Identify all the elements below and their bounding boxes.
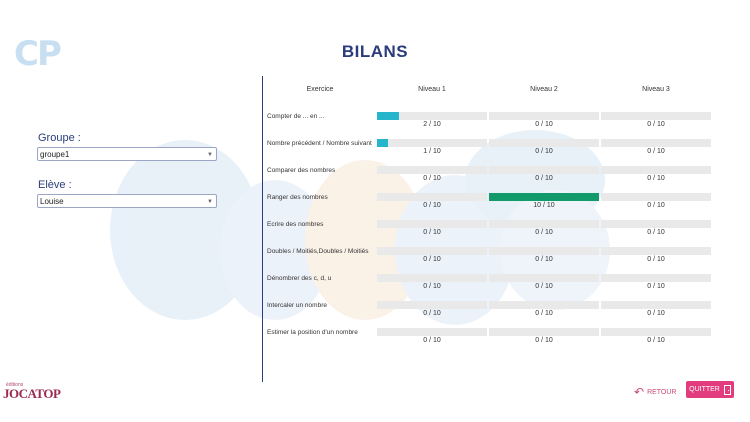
progress-track — [601, 220, 711, 228]
back-arrow-icon: ↶ — [634, 385, 645, 399]
retour-button[interactable]: ↶ RETOUR — [634, 385, 677, 399]
score-text: 0 / 10 — [535, 175, 553, 182]
progress-track — [601, 166, 711, 174]
score-text: 10 / 10 — [533, 202, 555, 209]
exercise-name: Dénombrer des c, d, u — [267, 275, 332, 282]
header-niveau-2: Niveau 2 — [530, 86, 558, 93]
progress-track — [377, 112, 487, 120]
eleve-label: Elève : — [38, 179, 72, 191]
progress-track — [377, 301, 487, 309]
score-text: 0 / 10 — [647, 175, 665, 182]
door-exit-icon — [723, 384, 731, 395]
progress-track — [601, 193, 711, 201]
score-text: 0 / 10 — [423, 229, 441, 236]
exercise-name: Nombre précédent / Nombre suivant — [267, 140, 372, 147]
progress-track — [489, 220, 599, 228]
groupe-label: Groupe : — [38, 132, 81, 144]
score-text: 0 / 10 — [423, 175, 441, 182]
score-text: 1 / 10 — [423, 148, 441, 155]
cp-logo: CP — [14, 34, 62, 74]
score-text: 0 / 10 — [647, 229, 665, 236]
score-text: 0 / 10 — [647, 202, 665, 209]
score-text: 0 / 10 — [647, 121, 665, 128]
exercise-name: Ecrire des nombres — [267, 221, 324, 228]
score-text: 0 / 10 — [535, 337, 553, 344]
brand-editions: éditions — [6, 382, 24, 388]
score-text: 0 / 10 — [647, 310, 665, 317]
score-text: 0 / 10 — [423, 202, 441, 209]
score-text: 0 / 10 — [647, 283, 665, 290]
score-text: 0 / 10 — [423, 337, 441, 344]
score-text: 0 / 10 — [647, 256, 665, 263]
progress-track — [377, 139, 487, 147]
jocatop-logo: JOCATOP — [3, 386, 61, 401]
progress-track — [489, 328, 599, 336]
header-niveau-1: Niveau 1 — [418, 86, 446, 93]
progress-track — [377, 328, 487, 336]
exercise-name: Doubles / Moitiés,Doubles / Moitiés — [267, 248, 369, 255]
exercise-name: Intercaler un nombre — [267, 302, 327, 309]
progress-track — [377, 193, 487, 201]
progress-fill — [489, 193, 599, 201]
progress-track — [489, 247, 599, 255]
vertical-divider — [262, 76, 263, 382]
score-text: 0 / 10 — [535, 148, 553, 155]
score-text: 0 / 10 — [535, 256, 553, 263]
progress-track — [601, 112, 711, 120]
eleve-select-value: Louise — [40, 197, 64, 206]
exercise-name: Comparer des nombres — [267, 167, 336, 174]
progress-track — [601, 301, 711, 309]
progress-track — [489, 193, 599, 201]
progress-track — [489, 166, 599, 174]
groupe-select[interactable]: groupe1 ▼ — [37, 147, 217, 161]
exercise-name: Compter de ... en ... — [267, 113, 325, 120]
header-exercice: Exercice — [306, 86, 334, 93]
score-text: 0 / 10 — [535, 310, 553, 317]
retour-label: RETOUR — [647, 388, 677, 396]
progress-track — [601, 328, 711, 336]
progress-track — [377, 274, 487, 282]
chevron-down-icon: ▼ — [207, 199, 213, 205]
eleve-select[interactable]: Louise ▼ — [37, 194, 217, 208]
quitter-button[interactable]: QUITTER — [686, 381, 734, 398]
progress-fill — [377, 139, 388, 147]
score-text: 0 / 10 — [647, 337, 665, 344]
progress-fill — [377, 112, 399, 120]
progress-track — [489, 112, 599, 120]
chevron-down-icon: ▼ — [207, 152, 213, 158]
progress-track — [489, 274, 599, 282]
header-niveau-3: Niveau 3 — [642, 86, 670, 93]
progress-track — [601, 139, 711, 147]
exercise-name: Estimer la position d'un nombre — [267, 329, 358, 336]
progress-track — [377, 220, 487, 228]
score-text: 0 / 10 — [423, 310, 441, 317]
progress-track — [377, 247, 487, 255]
score-text: 0 / 10 — [423, 283, 441, 290]
score-text: 0 / 10 — [647, 148, 665, 155]
progress-track — [377, 166, 487, 174]
score-text: 0 / 10 — [423, 256, 441, 263]
progress-track — [601, 274, 711, 282]
groupe-select-value: groupe1 — [40, 150, 70, 159]
progress-track — [489, 301, 599, 309]
score-text: 0 / 10 — [535, 283, 553, 290]
score-text: 0 / 10 — [535, 229, 553, 236]
quitter-label: QUITTER — [689, 386, 720, 393]
exercise-name: Ranger des nombres — [267, 194, 328, 201]
score-text: 0 / 10 — [535, 121, 553, 128]
page-title: BILANS — [341, 42, 409, 61]
score-text: 2 / 10 — [423, 121, 441, 128]
progress-track — [601, 247, 711, 255]
progress-track — [489, 139, 599, 147]
